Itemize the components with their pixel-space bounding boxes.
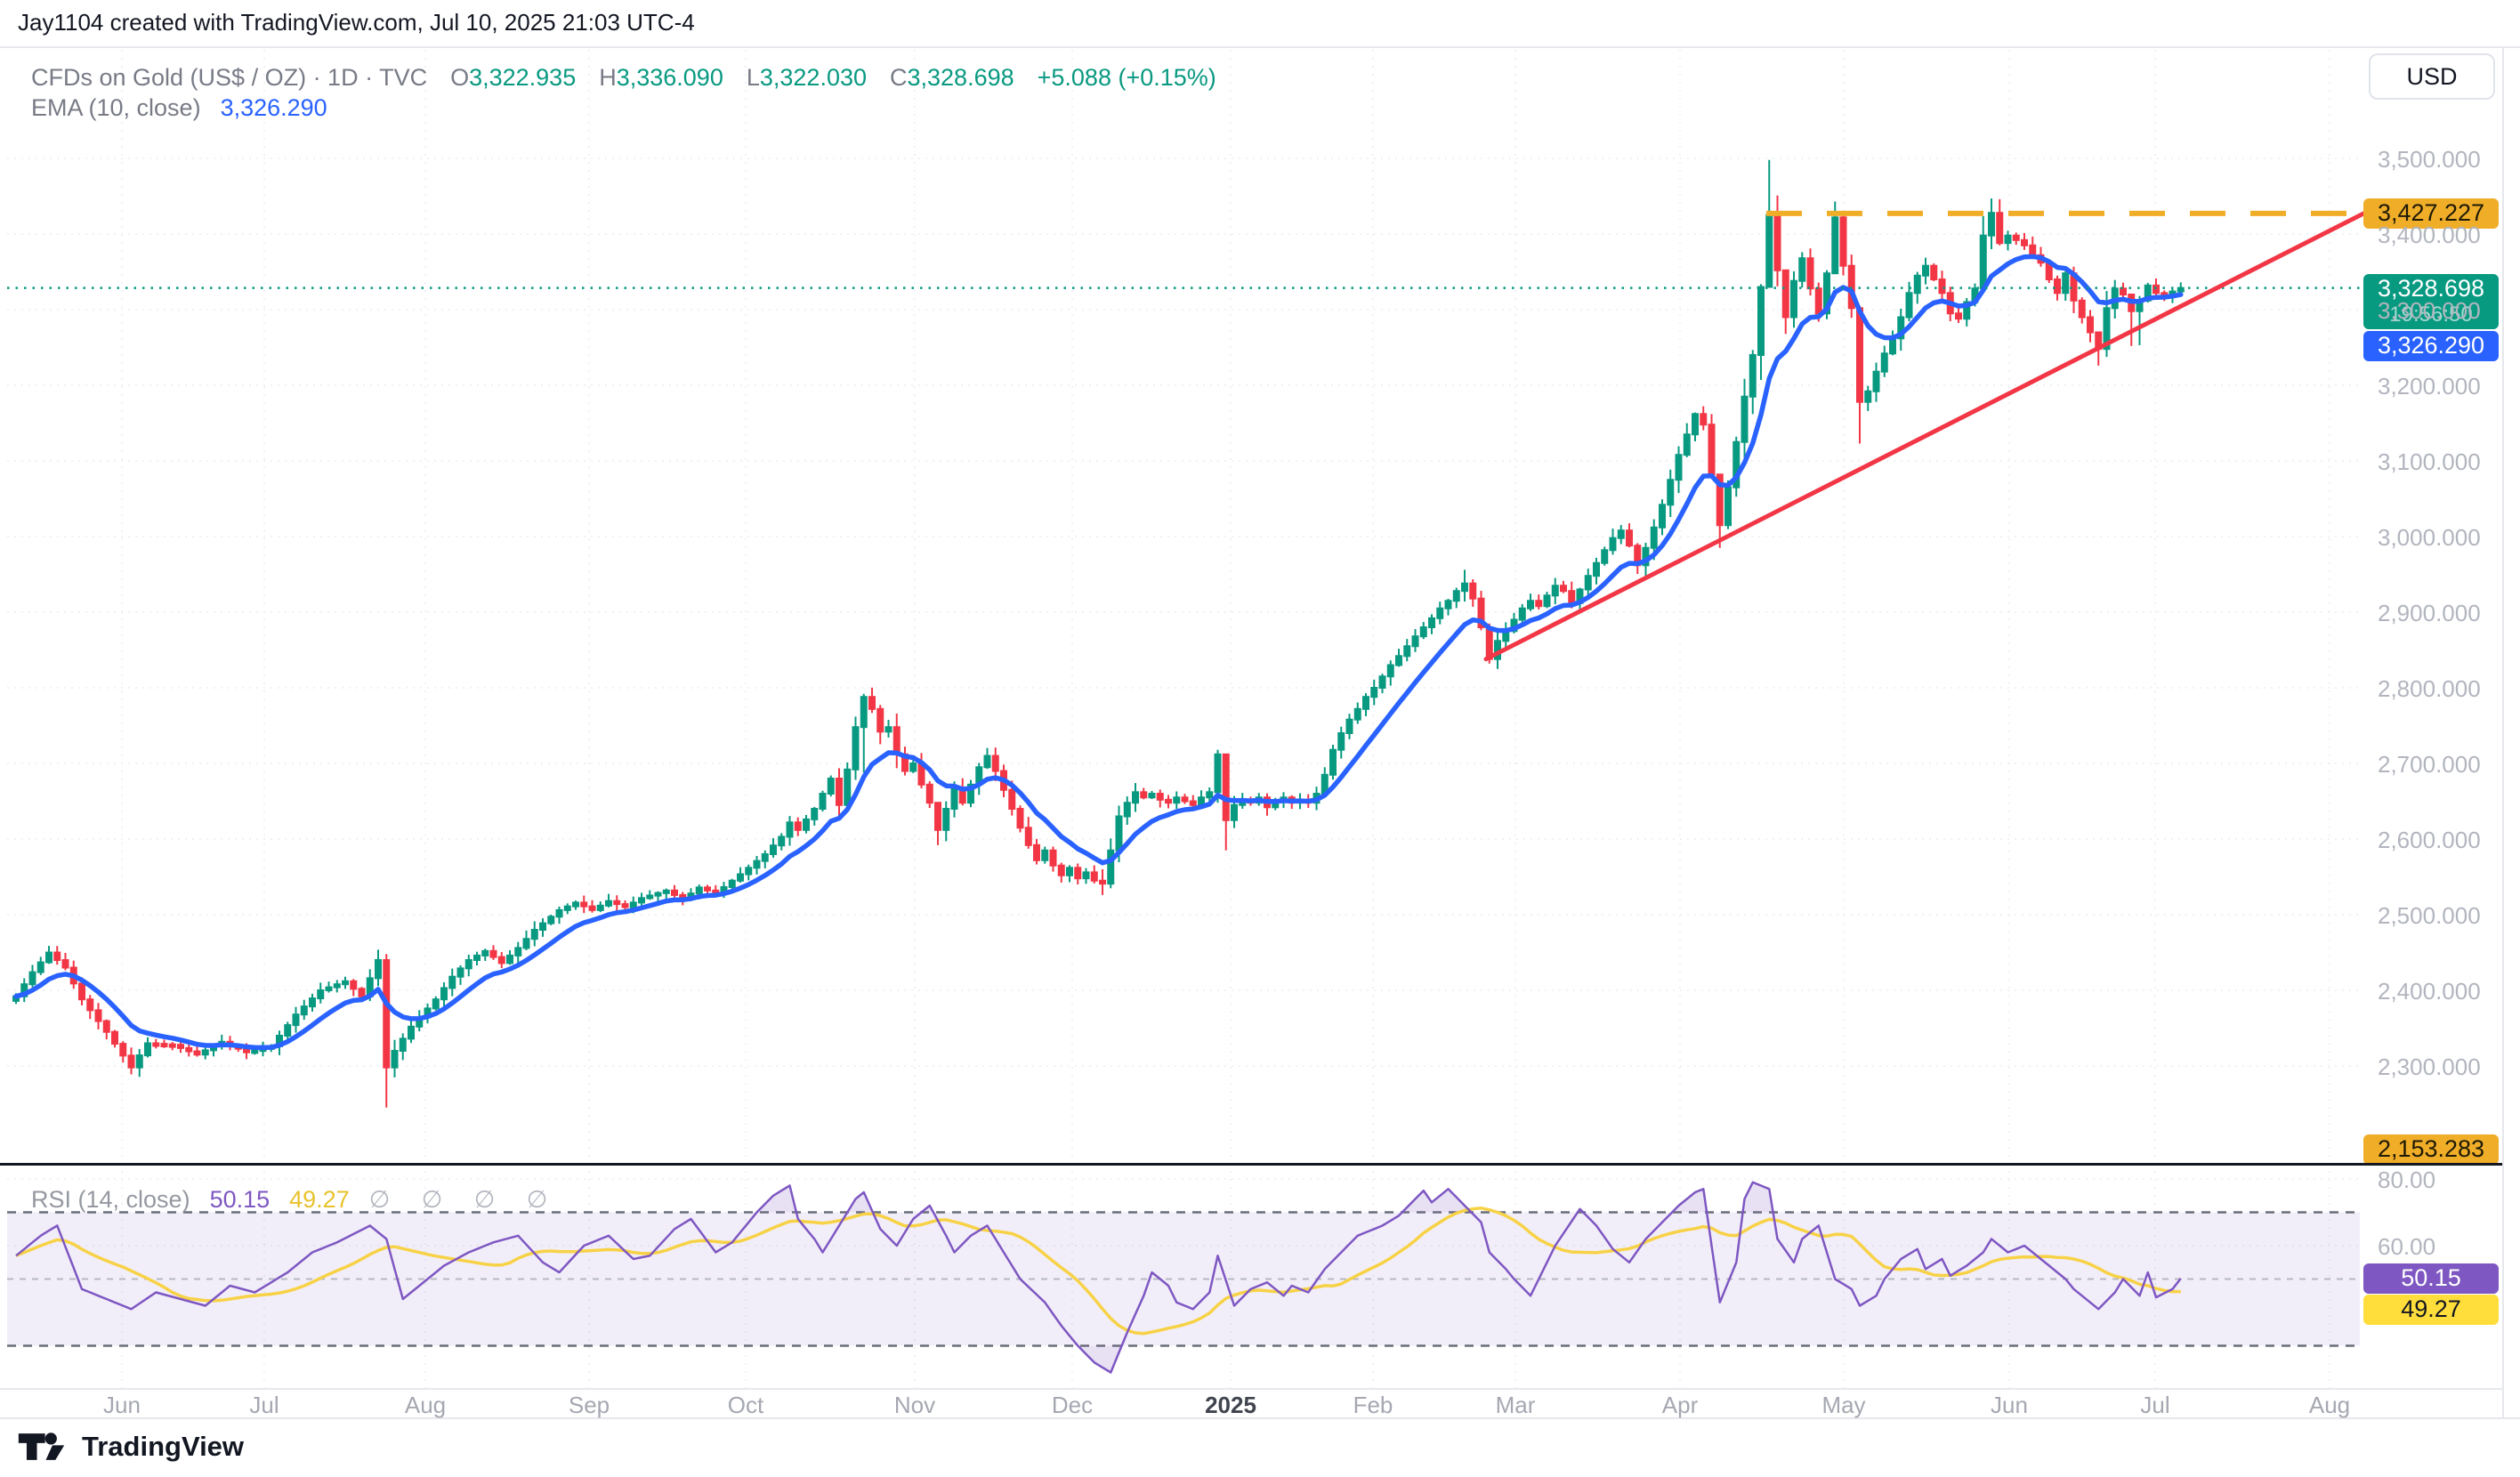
price-tick: 2,300.000 [2378, 1053, 2481, 1080]
time-tick: Sep [568, 1392, 610, 1418]
time-tick: Aug [404, 1392, 447, 1418]
price-tick: 3,300.000 [2378, 297, 2481, 324]
rsi-value: 50.15 [209, 1186, 271, 1213]
rsi-tick: 60.00 [2378, 1233, 2436, 1260]
ema-label[interactable]: EMA (10, close) [31, 94, 201, 121]
rsi-value-badge[interactable]: 50.15 [2363, 1263, 2499, 1294]
widget-bottom-border [0, 1417, 2520, 1419]
last-price-badge[interactable]: 3,328.698 19:56:50 [2363, 273, 2499, 329]
symbol-title[interactable]: CFDs on Gold (US$ / OZ) · 1D · TVC [31, 64, 428, 91]
support-price-badge[interactable]: 2,153.283 [2363, 1134, 2499, 1165]
change-value: +5.088 (+0.15%) [1037, 64, 1216, 91]
time-tick: Dec [1051, 1392, 1094, 1418]
time-tick: Apr [1661, 1392, 1699, 1418]
price-tick: 2,700.000 [2378, 751, 2481, 778]
symbol-header[interactable]: CFDs on Gold (US$ / OZ) · 1D · TVC O3,32… [31, 64, 1216, 92]
rsi-ma-value-badge[interactable]: 49.27 [2363, 1294, 2499, 1325]
ema-value: 3,326.290 [220, 94, 327, 121]
price-tick: 3,100.000 [2378, 448, 2481, 475]
time-tick: Jul [249, 1392, 279, 1418]
price-tick: 2,500.000 [2378, 902, 2481, 929]
time-tick: Jun [103, 1392, 141, 1418]
pane-separator[interactable] [0, 1163, 2504, 1166]
low-value: L3,322.030 [746, 64, 867, 91]
price-tick: 2,800.000 [2378, 675, 2481, 702]
attribution-text: Jay1104 created with TradingView.com, Ju… [18, 9, 695, 36]
rsi-legend[interactable]: RSI (14, close) 50.15 49.27 ∅ ∅ ∅ ∅ [31, 1186, 560, 1214]
ema-legend[interactable]: EMA (10, close) 3,326.290 [31, 94, 327, 122]
open-value: O3,322.935 [450, 64, 577, 91]
time-tick: Feb [1353, 1392, 1393, 1418]
rsi-label[interactable]: RSI (14, close) [31, 1186, 190, 1213]
time-tick: May [1821, 1392, 1866, 1418]
widget-right-border [2502, 46, 2504, 1419]
rsi-hidden-band-icons: ∅ ∅ ∅ ∅ [368, 1186, 561, 1213]
time-tick: Jul [2140, 1392, 2170, 1418]
time-tick: Mar [1495, 1392, 1536, 1418]
time-tick: 2025 [1205, 1392, 1256, 1418]
high-value: H3,336.090 [599, 64, 723, 91]
rsi-ma-value: 49.27 [289, 1186, 350, 1213]
price-tick: 2,400.000 [2378, 978, 2481, 1005]
price-tick: 2,600.000 [2378, 827, 2481, 853]
countdown-timer: 19:56:50 [2389, 303, 2473, 327]
widget-top-border [0, 46, 2520, 48]
tradingview-logo-icon [18, 1433, 65, 1460]
price-tick: 3,000.000 [2378, 524, 2481, 551]
time-axis-border [0, 1388, 2504, 1390]
time-tick: Oct [727, 1392, 764, 1418]
rsi-tick: 80.00 [2378, 1166, 2436, 1193]
price-tick: 3,400.000 [2378, 222, 2481, 248]
price-tick: 2,900.000 [2378, 600, 2481, 626]
close-value: C3,328.698 [890, 64, 1014, 91]
tradingview-logo[interactable]: TradingView [18, 1429, 244, 1465]
price-tick: 3,200.000 [2378, 373, 2481, 400]
resistance-price-badge[interactable]: 3,427.227 [2363, 198, 2499, 229]
tradingview-logo-text: TradingView [82, 1431, 245, 1462]
time-tick: Aug [2308, 1392, 2351, 1418]
currency-toggle-button[interactable]: USD [2369, 53, 2495, 100]
ema-price-badge[interactable]: 3,326.290 [2363, 330, 2499, 361]
time-tick: Jun [1991, 1392, 2028, 1418]
time-tick: Nov [893, 1392, 936, 1418]
price-tick: 3,500.000 [2378, 146, 2481, 173]
